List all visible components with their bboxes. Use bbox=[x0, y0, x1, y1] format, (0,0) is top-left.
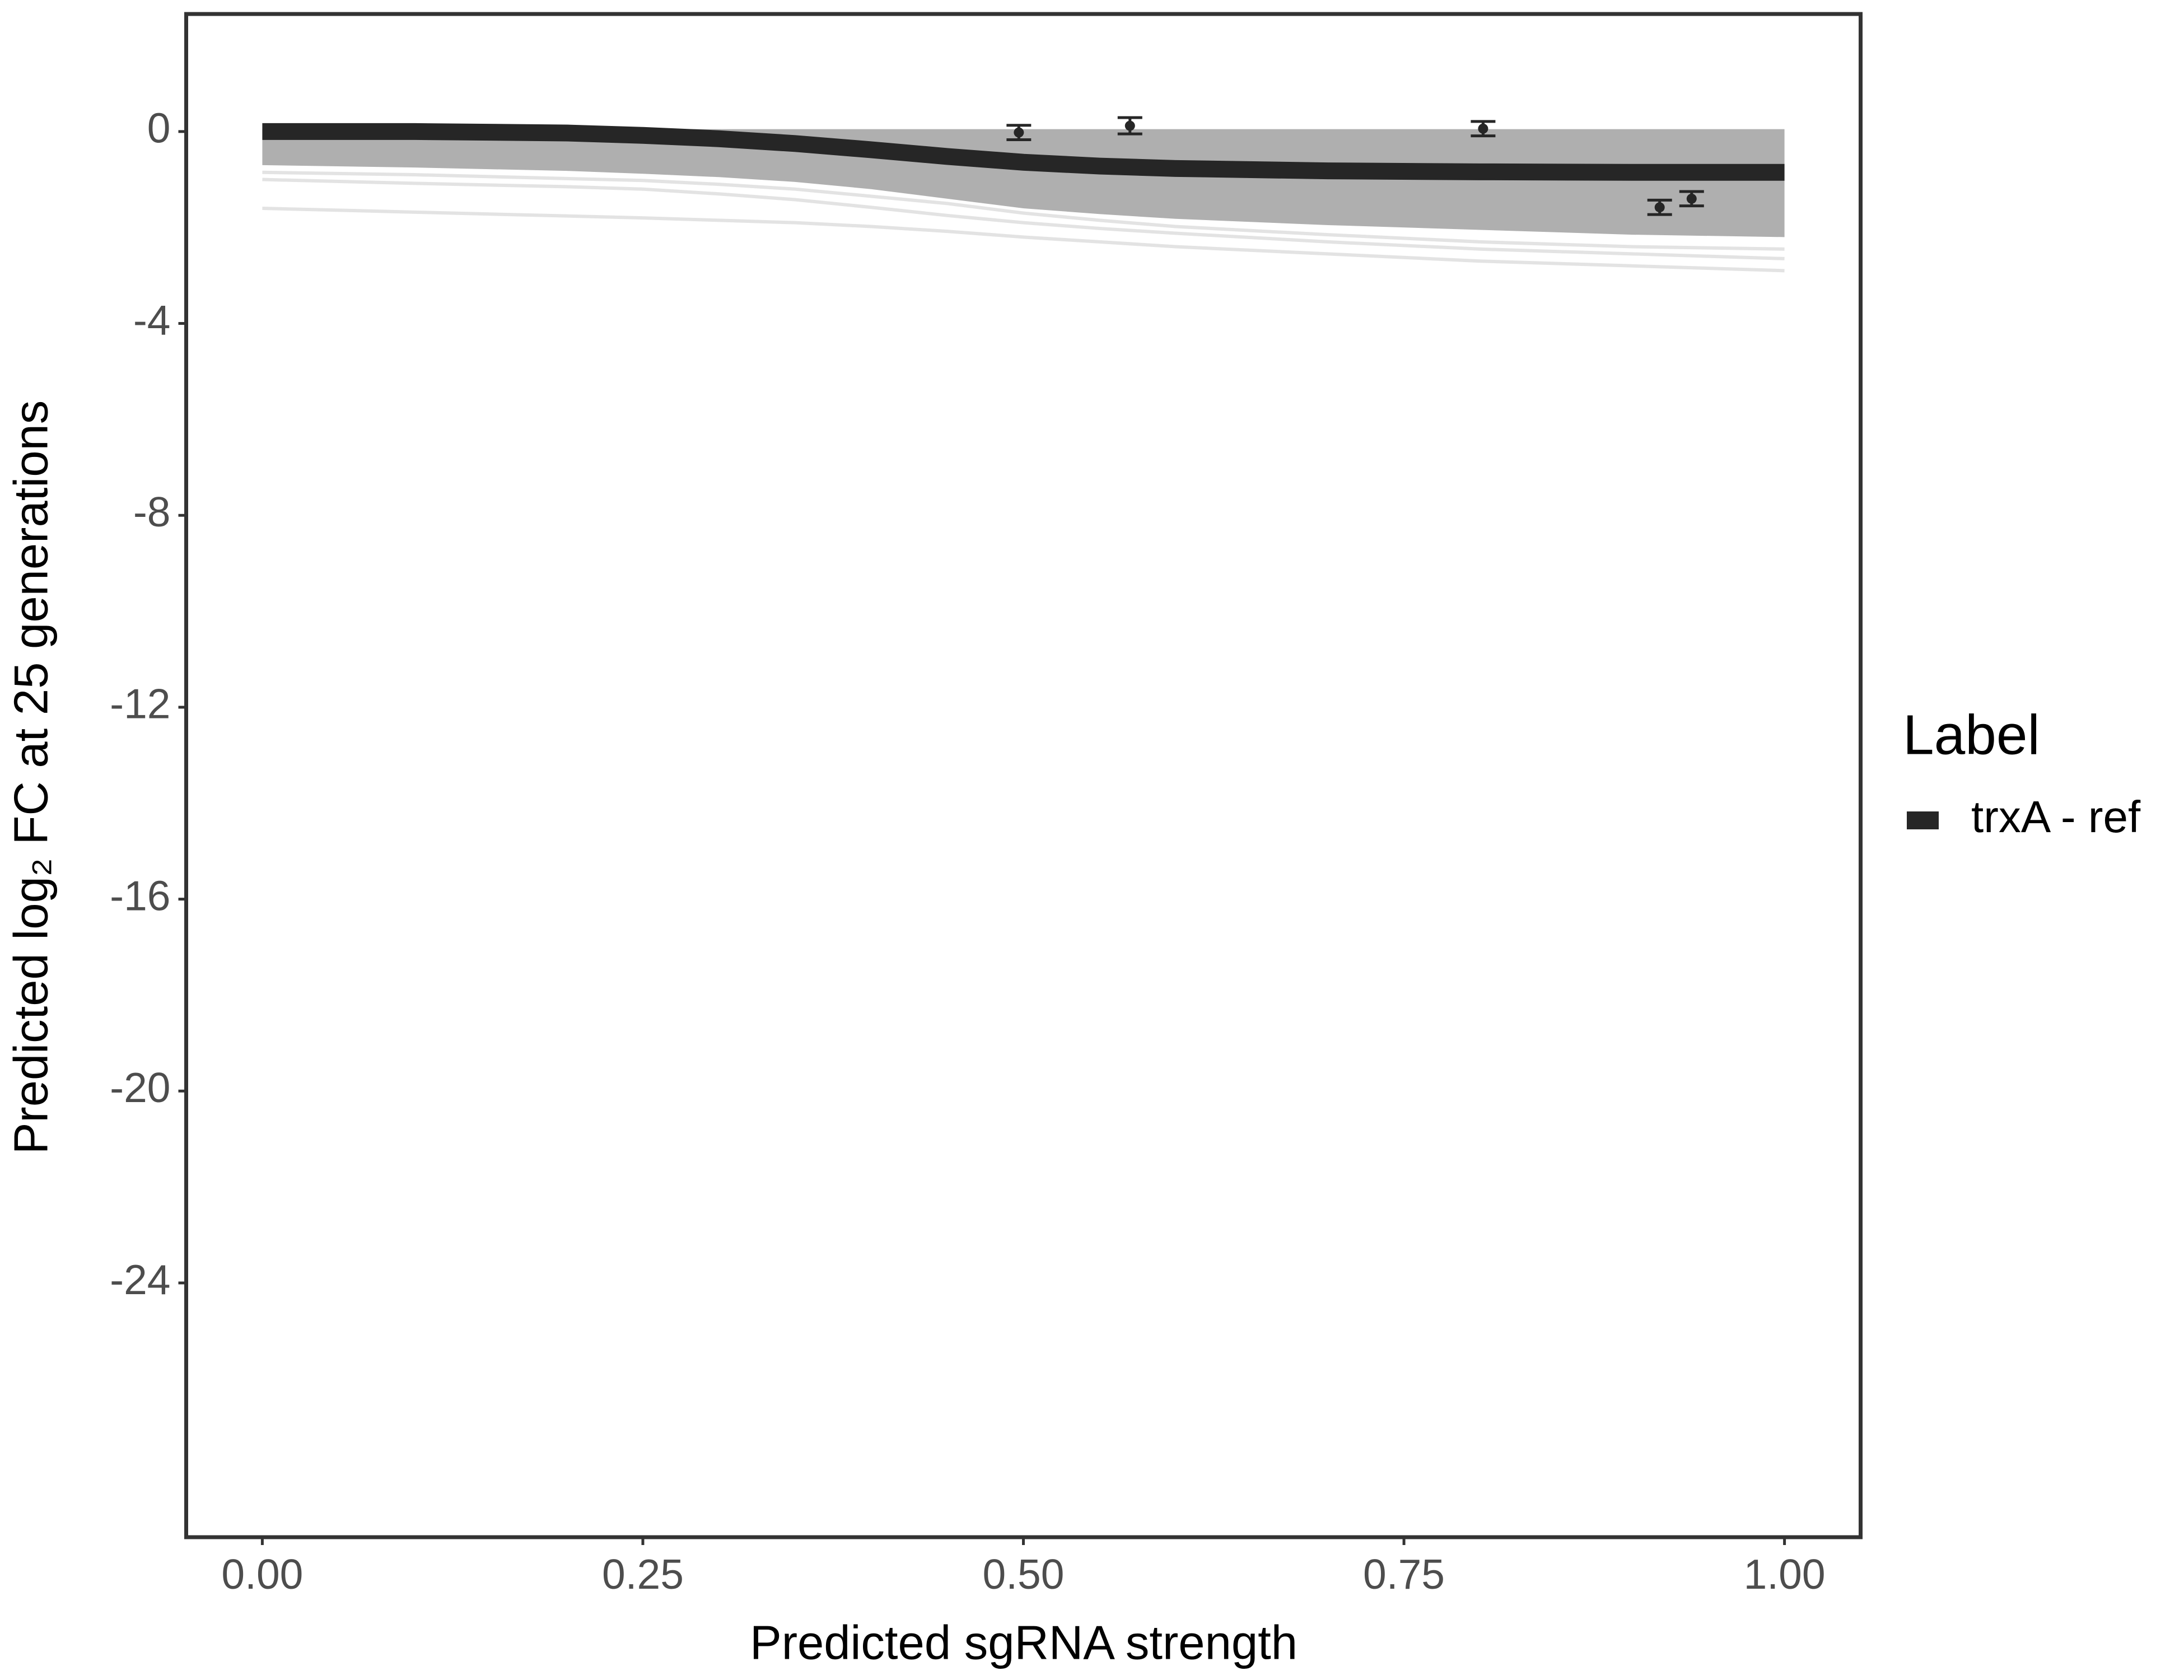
point bbox=[1014, 127, 1024, 138]
y-tick-label: -4 bbox=[133, 296, 171, 343]
panel-border bbox=[184, 12, 1863, 1539]
draw-line bbox=[262, 170, 1785, 251]
x-tick-label: 0.00 bbox=[221, 1551, 303, 1598]
x-tick-label: 0.25 bbox=[602, 1551, 684, 1598]
y-axis-title: Predicted log₂ FC at 25 generations bbox=[4, 400, 58, 1155]
y-tick-label: 0 bbox=[147, 105, 171, 152]
x-tick-label: 0.50 bbox=[983, 1551, 1065, 1598]
x-axis-title: Predicted sgRNA strength bbox=[750, 1616, 1298, 1669]
y-tick-label: -16 bbox=[110, 872, 170, 919]
y-tick-label: -24 bbox=[110, 1256, 170, 1303]
point bbox=[1124, 120, 1135, 131]
legend-key bbox=[1907, 811, 1939, 829]
draw-line bbox=[262, 206, 1785, 273]
x-tick-label: 0.75 bbox=[1363, 1551, 1445, 1598]
point bbox=[1478, 123, 1488, 134]
y-tick-label: -20 bbox=[110, 1064, 170, 1111]
x-tick-label: 1.00 bbox=[1744, 1551, 1826, 1598]
uncertainty-band bbox=[262, 129, 1785, 237]
point bbox=[1686, 193, 1697, 204]
y-tick-label: -12 bbox=[110, 680, 170, 727]
legend-title: Label bbox=[1903, 703, 2040, 766]
point bbox=[1654, 202, 1665, 213]
legend-label: trxA - ref bbox=[1971, 792, 2141, 842]
draw-line bbox=[262, 178, 1785, 260]
line bbox=[262, 123, 1785, 181]
y-tick-label: -8 bbox=[133, 488, 171, 535]
